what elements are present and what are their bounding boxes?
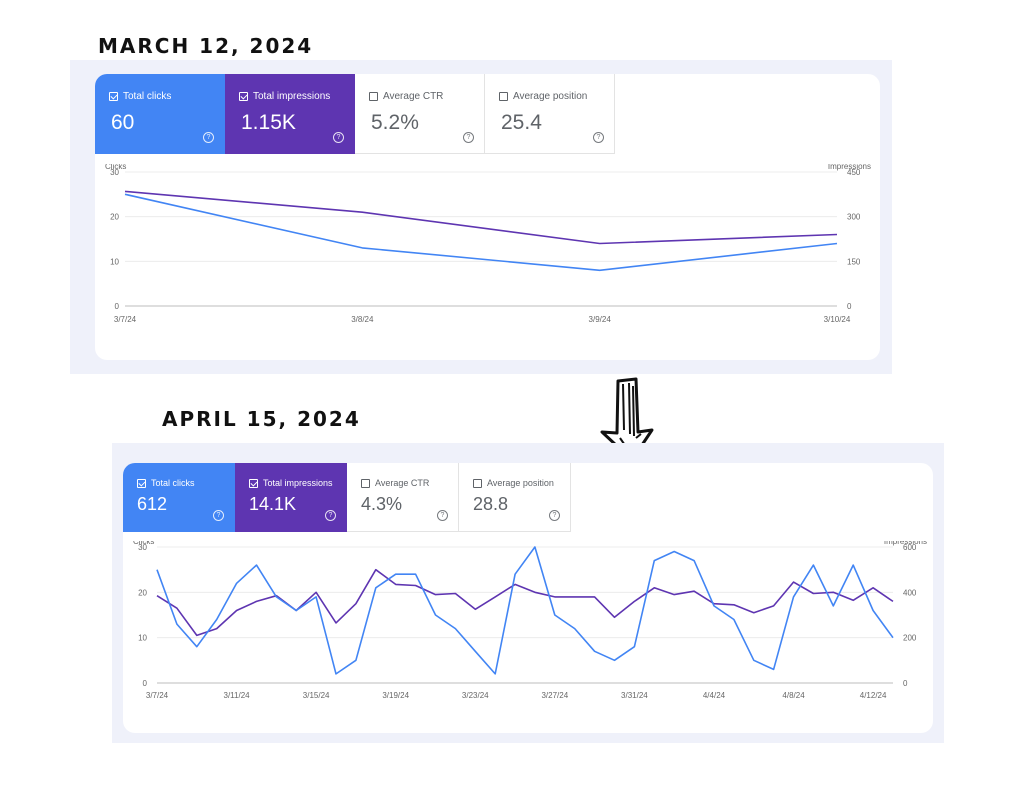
right-tick-label: 300: [847, 213, 861, 222]
help-icon[interactable]: ?: [593, 132, 604, 143]
x-tick-label: 3/9/24: [589, 315, 612, 324]
help-icon[interactable]: ?: [325, 510, 336, 521]
x-tick-label: 3/19/24: [382, 691, 409, 700]
impressions-series-line: [156, 568, 894, 637]
metric-label: Total impressions: [253, 91, 331, 102]
x-tick-label: 3/23/24: [462, 691, 489, 700]
checkbox-icon[interactable]: [249, 478, 258, 488]
metric-label: Total clicks: [151, 478, 195, 488]
x-tick-label: 3/27/24: [541, 691, 568, 700]
checkbox-icon[interactable]: [369, 92, 378, 101]
help-icon[interactable]: ?: [463, 132, 474, 143]
metric-label: Average CTR: [375, 478, 430, 488]
right-tick-label: 450: [847, 168, 861, 177]
right-tick-label: 600: [903, 543, 917, 552]
total-impressions-tile[interactable]: Total impressions 1.15K ?: [225, 74, 355, 154]
april-date-heading: APRIL 15, 2024: [162, 407, 361, 431]
impressions-series-line: [124, 190, 838, 245]
left-tick-label: 30: [138, 543, 147, 552]
total-clicks-tile[interactable]: Total clicks 60 ?: [95, 74, 225, 154]
metric-value: 4.3%: [361, 494, 403, 514]
metric-value: 612: [137, 494, 168, 514]
left-axis-label: Clicks: [133, 541, 154, 546]
total-clicks-tile[interactable]: Total clicks 612 ?: [123, 463, 235, 532]
help-icon[interactable]: ?: [333, 132, 344, 143]
metric-value: 14.1K: [249, 494, 297, 514]
help-icon[interactable]: ?: [437, 510, 448, 521]
metric-label: Total clicks: [123, 91, 172, 102]
march-line-chart: Clicks Impressions 0 0 10 150 20 300 30 450 3/7/24…: [105, 164, 871, 324]
right-tick-label: 400: [903, 588, 917, 597]
x-tick-label: 4/4/24: [703, 691, 726, 700]
checkbox-icon[interactable]: [137, 478, 146, 488]
checkbox-icon[interactable]: [109, 92, 118, 101]
checkbox-icon[interactable]: [239, 92, 248, 101]
help-icon[interactable]: ?: [213, 510, 224, 521]
checkbox-icon[interactable]: [499, 92, 508, 101]
help-icon[interactable]: ?: [549, 510, 560, 521]
x-tick-label: 3/7/24: [146, 691, 169, 700]
clicks-series-line: [156, 546, 894, 675]
metric-label: Average position: [487, 478, 554, 488]
metric-value: 28.8: [473, 494, 509, 514]
x-tick-label: 4/12/24: [860, 691, 887, 700]
x-tick-label: 4/8/24: [782, 691, 805, 700]
metric-label: Total impressions: [263, 478, 333, 488]
left-tick-label: 10: [138, 634, 147, 643]
total-impressions-tile[interactable]: Total impressions 14.1K ?: [235, 463, 347, 532]
metric-label: Average position: [513, 91, 588, 102]
x-tick-label: 3/8/24: [351, 315, 374, 324]
metric-value: 60: [111, 111, 135, 134]
april-performance-card: Total clicks 612 ? Total impressions 14.…: [123, 463, 933, 733]
march-report-frame: Total clicks 60 ? Total impressions 1.15…: [70, 60, 892, 374]
march-date-heading: MARCH 12, 2024: [98, 34, 314, 58]
metric-value: 5.2%: [371, 111, 419, 134]
x-tick-label: 3/7/24: [114, 315, 137, 324]
metric-value: 25.4: [501, 111, 542, 134]
left-tick-label: 30: [110, 168, 119, 177]
right-tick-label: 0: [847, 302, 852, 311]
metric-label: Average CTR: [383, 91, 444, 102]
metric-value: 1.15K: [241, 111, 296, 134]
average-position-tile[interactable]: Average position 25.4 ?: [485, 74, 615, 154]
right-axis-label: Impressions: [828, 164, 871, 171]
march-performance-card: Total clicks 60 ? Total impressions 1.15…: [95, 74, 880, 360]
right-tick-label: 200: [903, 634, 917, 643]
checkbox-icon[interactable]: [473, 478, 482, 488]
x-tick-label: 3/15/24: [303, 691, 330, 700]
metric-tiles: Total clicks 612 ? Total impressions 14.…: [123, 463, 571, 532]
x-tick-label: 3/10/24: [824, 315, 851, 324]
left-tick-label: 0: [115, 302, 120, 311]
help-icon[interactable]: ?: [203, 132, 214, 143]
metric-tiles: Total clicks 60 ? Total impressions 1.15…: [95, 74, 615, 154]
left-tick-label: 20: [138, 588, 147, 597]
average-position-tile[interactable]: Average position 28.8 ?: [459, 463, 571, 532]
right-axis-label: Impressions: [884, 541, 927, 546]
x-tick-label: 3/31/24: [621, 691, 648, 700]
april-line-chart: Clicks Impressions 0 0 10 200 20 400 30 600 3/7/24…: [133, 541, 927, 700]
x-tick-label: 3/11/24: [224, 691, 251, 700]
left-tick-label: 20: [110, 213, 119, 222]
average-ctr-tile[interactable]: Average CTR 5.2% ?: [355, 74, 485, 154]
right-tick-label: 0: [903, 679, 908, 688]
left-axis-label: Clicks: [105, 164, 126, 171]
average-ctr-tile[interactable]: Average CTR 4.3% ?: [347, 463, 459, 532]
left-tick-label: 10: [110, 257, 119, 266]
left-tick-label: 0: [143, 679, 148, 688]
right-tick-label: 150: [847, 257, 861, 266]
april-report-frame: Total clicks 612 ? Total impressions 14.…: [112, 443, 944, 743]
clicks-series-line: [124, 193, 838, 272]
checkbox-icon[interactable]: [361, 478, 370, 488]
